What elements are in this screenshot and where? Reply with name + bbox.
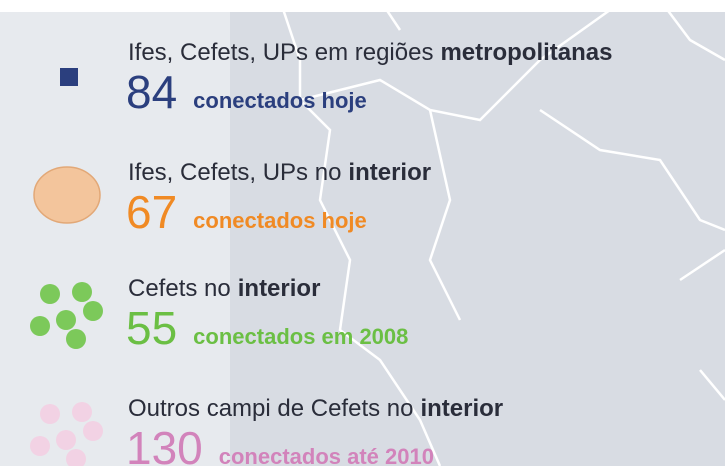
item-label: Ifes, Cefets, UPs em regiões metropolitan…: [128, 39, 612, 66]
item-count: 84 conectados hoje: [126, 66, 367, 118]
interior-icon: [33, 166, 101, 224]
label-bold: metropolitanas: [440, 39, 612, 66]
label-text: Ifes, Cefets, UPs no: [128, 159, 341, 186]
top-strip: [0, 0, 725, 12]
label-text: Outros campi de Cefets no: [128, 395, 413, 422]
label-bold: interior: [238, 275, 321, 302]
note: conectados hoje: [193, 208, 367, 233]
count: 84: [126, 66, 177, 118]
label-text: Ifes, Cefets, UPs em regiões: [128, 39, 433, 66]
count: 55: [126, 302, 177, 354]
item-count: 67 conectados hoje: [126, 186, 367, 238]
label-bold: interior: [348, 159, 431, 186]
label-bold: interior: [420, 395, 503, 422]
item-label: Cefets no interior: [128, 275, 320, 302]
metro-icon: [60, 68, 78, 86]
map-area: [230, 0, 725, 466]
note: conectados até 2010: [219, 444, 434, 466]
count: 67: [126, 186, 177, 238]
count: 130: [126, 422, 203, 466]
campi-icon: [30, 402, 103, 466]
note: conectados hoje: [193, 88, 367, 113]
item-label: Ifes, Cefets, UPs no interior: [128, 159, 431, 186]
label-text: Cefets no: [128, 275, 231, 302]
item-label: Outros campi de Cefets no interior: [128, 395, 503, 422]
map-borders: [278, 0, 725, 466]
item-count: 130 conectados até 2010: [126, 422, 434, 466]
cefets-icon: [30, 282, 103, 349]
item-count: 55 conectados em 2008: [126, 302, 408, 354]
note: conectados em 2008: [193, 324, 408, 349]
